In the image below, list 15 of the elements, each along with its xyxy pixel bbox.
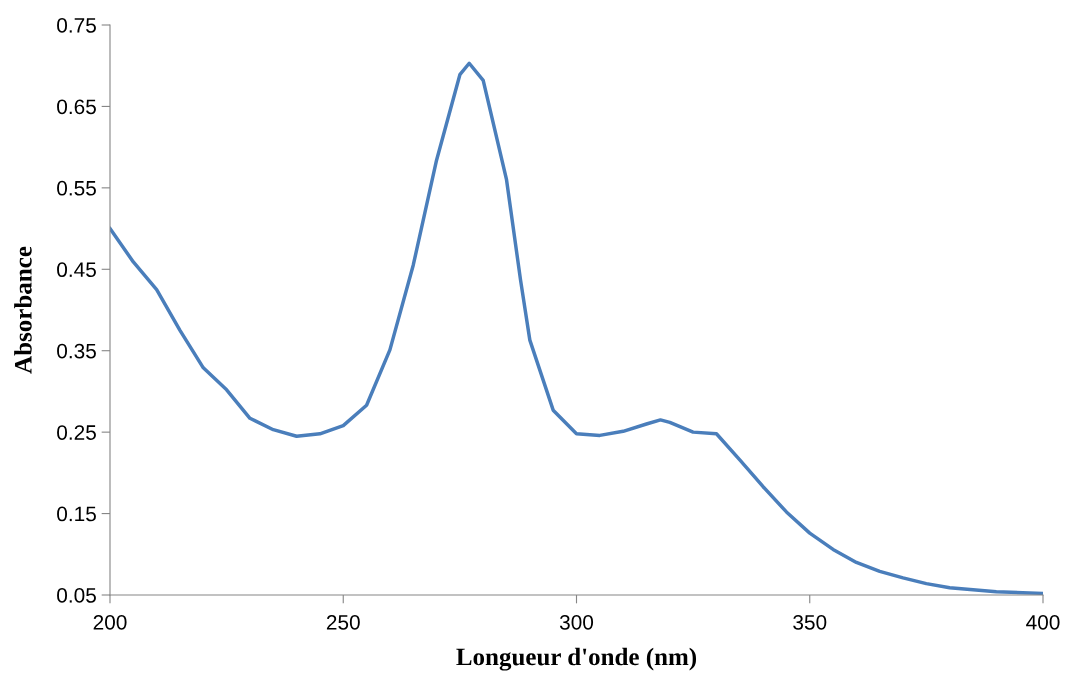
x-tick-label: 300 [559, 614, 594, 630]
x-tick-label: 250 [326, 614, 360, 630]
x-axis-title: Longueur d'onde (nm) [456, 647, 697, 671]
x-tick-label: 200 [93, 614, 127, 630]
y-axis-title: Absorbance [14, 246, 32, 374]
x-tick-label: 350 [793, 614, 827, 630]
y-tick-label: 0.65 [57, 99, 96, 115]
y-tick-label: 0.25 [57, 425, 96, 440]
y-tick-label: 0.75 [57, 18, 96, 33]
y-tick-label: 0.55 [57, 180, 96, 196]
y-tick-label: 0.35 [57, 343, 96, 359]
y-tick-label: 0.05 [57, 588, 96, 603]
x-tick-label: 400 [1026, 614, 1060, 630]
y-tick-label: 0.45 [57, 262, 96, 278]
y-tick-label: 0.15 [57, 506, 96, 522]
